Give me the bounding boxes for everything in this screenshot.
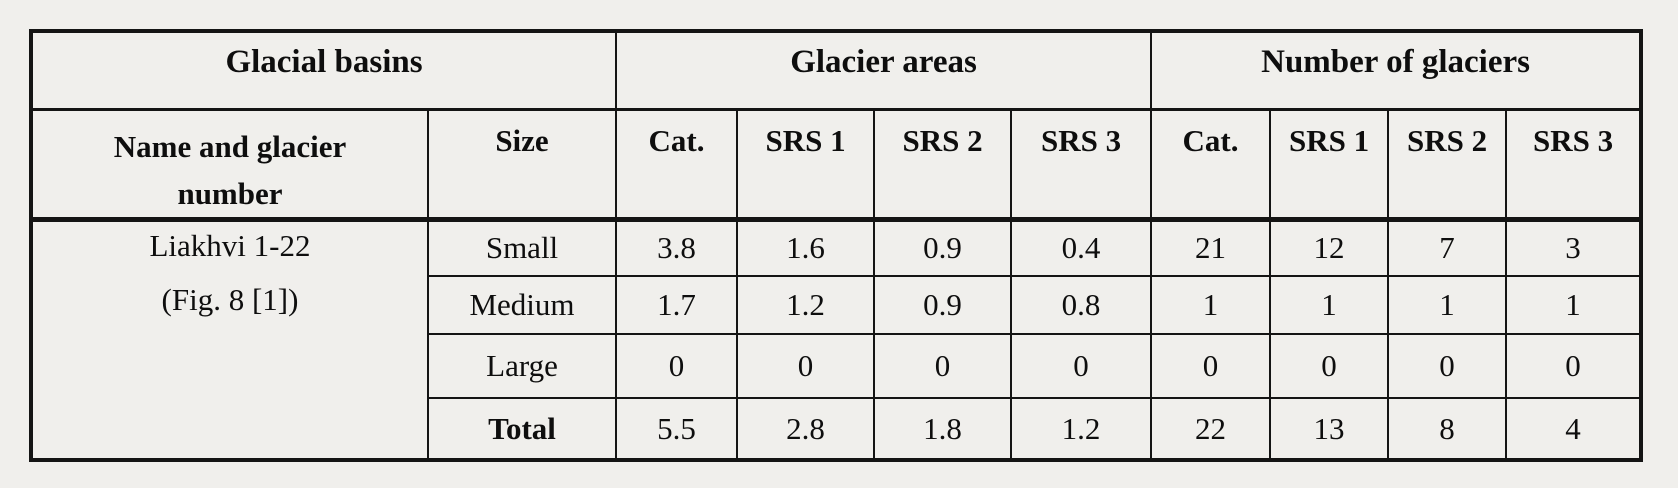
data-row-total: Total 5.5 2.8 1.8 1.2 22 13 8 4	[31, 397, 1643, 461]
col-header-areas-srs3: SRS 3	[1010, 108, 1153, 222]
col-header-count-srs1: SRS 1	[1269, 108, 1390, 222]
value-cell: 1	[1269, 275, 1390, 335]
col-header-areas-srs1: SRS 1	[736, 108, 876, 222]
value-cell: 3.8	[615, 218, 739, 277]
value-cell: 3	[1505, 218, 1643, 277]
size-label-large: Large	[426, 333, 618, 399]
group-header-glacial-basins: Glacial basins	[29, 30, 618, 111]
value-cell: 2.8	[736, 397, 876, 461]
value-cell: 0	[615, 333, 739, 399]
group-header-number-of-glaciers: Number of glaciers	[1150, 30, 1643, 111]
value-cell: 12	[1269, 218, 1390, 277]
value-cell: 0.8	[1010, 275, 1153, 335]
basin-figure-reference: (Fig. 8 [1])	[161, 281, 299, 317]
value-cell: 1.2	[1010, 397, 1153, 461]
size-label-small: Small	[426, 218, 618, 277]
value-cell: 0	[1387, 333, 1508, 399]
col-header-name-text: Name and glacier number	[113, 128, 347, 211]
size-label-total: Total	[426, 397, 618, 461]
col-header-count-srs3: SRS 3	[1505, 108, 1643, 222]
data-row-medium: Medium 1.7 1.2 0.9 0.8 1 1 1 1	[31, 275, 1643, 335]
value-cell: 1.8	[873, 397, 1013, 461]
value-cell: 5.5	[615, 397, 739, 461]
value-cell: 21	[1150, 218, 1272, 277]
value-cell: 1	[1505, 275, 1643, 335]
col-header-areas-cat: Cat.	[615, 108, 739, 222]
value-cell: 0.9	[873, 218, 1013, 277]
value-cell: 0	[736, 333, 876, 399]
value-cell: 8	[1387, 397, 1508, 461]
value-cell: 0	[1010, 333, 1153, 399]
group-header-glacier-areas: Glacier areas	[615, 30, 1153, 111]
col-header-areas-srs2: SRS 2	[873, 108, 1013, 222]
data-row-large: Large 0 0 0 0 0 0 0 0	[31, 333, 1643, 399]
value-cell: 1.7	[615, 275, 739, 335]
size-label-medium: Medium	[426, 275, 618, 335]
glacier-statistics-table: Glacial basins Glacier areas Number of g…	[29, 29, 1644, 462]
value-cell: 13	[1269, 397, 1390, 461]
value-cell: 0	[1150, 333, 1272, 399]
basin-name: Liakhvi 1-22	[149, 227, 311, 263]
value-cell: 0	[1505, 333, 1643, 399]
col-header-count-cat: Cat.	[1150, 108, 1272, 222]
basin-name-cell: Liakhvi 1-22 (Fig. 8 [1])	[30, 218, 429, 461]
value-cell: 0.9	[873, 275, 1013, 335]
value-cell: 1.6	[736, 218, 876, 277]
value-cell: 1	[1387, 275, 1508, 335]
col-header-size: Size	[426, 108, 618, 222]
group-header-row: Glacial basins Glacier areas Number of g…	[29, 30, 1643, 111]
value-cell: 1.2	[736, 275, 876, 335]
data-row-small: Liakhvi 1-22 (Fig. 8 [1]) Small 3.8 1.6 …	[30, 218, 1643, 461]
value-cell: 0.4	[1010, 218, 1153, 277]
value-cell: 7	[1387, 218, 1508, 277]
value-cell: 1	[1150, 275, 1272, 335]
value-cell: 4	[1505, 397, 1643, 461]
col-header-count-srs2: SRS 2	[1387, 108, 1508, 222]
value-cell: 22	[1150, 397, 1272, 461]
col-header-name-and-glacier-number: Name and glacier number	[30, 108, 429, 222]
value-cell: 0	[873, 333, 1013, 399]
value-cell: 0	[1269, 333, 1390, 399]
column-header-row: Name and glacier number Size Cat. SRS 1 …	[30, 108, 1643, 222]
